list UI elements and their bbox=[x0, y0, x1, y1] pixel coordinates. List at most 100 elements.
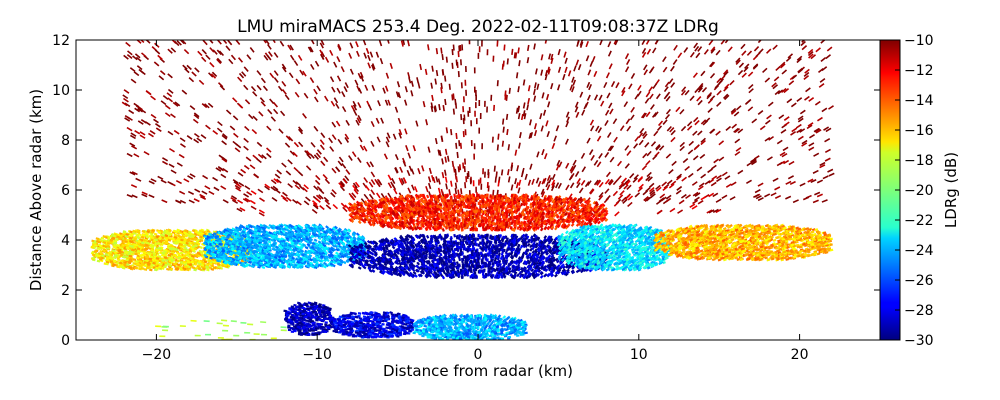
speckle bbox=[322, 243, 327, 248]
speckle bbox=[370, 140, 375, 147]
speckle bbox=[612, 190, 619, 197]
speckle bbox=[96, 259, 101, 263]
speckle bbox=[280, 242, 285, 246]
speckle bbox=[722, 69, 729, 75]
speckle bbox=[720, 75, 726, 81]
speckle bbox=[697, 87, 703, 93]
speckle bbox=[325, 225, 330, 229]
speckle bbox=[400, 177, 405, 185]
speckle bbox=[363, 193, 369, 200]
speckle bbox=[380, 192, 386, 199]
speckle bbox=[452, 93, 455, 100]
speckle bbox=[324, 95, 329, 102]
speckle bbox=[737, 128, 744, 134]
speckle bbox=[353, 188, 359, 195]
speckle bbox=[814, 100, 821, 106]
speckle bbox=[232, 179, 239, 184]
speckle bbox=[199, 195, 207, 200]
speckle bbox=[192, 118, 199, 124]
speckle bbox=[105, 260, 110, 264]
speckle bbox=[460, 188, 463, 195]
speckle bbox=[154, 49, 161, 55]
speckle bbox=[271, 224, 276, 228]
speckle bbox=[626, 125, 632, 132]
speckle bbox=[659, 193, 666, 199]
speckle bbox=[250, 264, 255, 268]
speckle bbox=[277, 226, 282, 231]
speckle bbox=[107, 252, 112, 256]
speckle bbox=[153, 232, 158, 236]
speckle bbox=[126, 126, 133, 132]
speckle bbox=[148, 180, 155, 185]
speckle bbox=[574, 171, 580, 178]
speckle bbox=[240, 253, 245, 257]
speckle bbox=[752, 64, 759, 70]
speckle bbox=[195, 253, 199, 257]
speckle bbox=[170, 169, 177, 174]
speckle bbox=[250, 205, 257, 210]
speckle bbox=[339, 185, 346, 192]
speckle bbox=[539, 113, 543, 120]
speckle bbox=[269, 72, 275, 79]
speckle bbox=[821, 199, 828, 203]
speckle bbox=[183, 246, 188, 250]
speckle bbox=[286, 228, 291, 233]
speckle bbox=[337, 43, 342, 50]
speckle bbox=[267, 247, 272, 251]
speckle bbox=[694, 119, 700, 126]
speckle bbox=[228, 58, 234, 65]
speckle bbox=[349, 68, 354, 75]
speckle bbox=[147, 262, 151, 266]
speckle bbox=[154, 123, 161, 128]
speckle bbox=[91, 256, 96, 260]
speckle bbox=[350, 195, 356, 201]
speckle bbox=[258, 259, 262, 263]
speckle bbox=[357, 157, 362, 164]
speckle bbox=[596, 180, 602, 186]
speckle bbox=[302, 70, 307, 77]
speckle bbox=[210, 267, 215, 271]
speckle bbox=[787, 53, 794, 59]
speckle bbox=[497, 180, 500, 187]
speckle bbox=[355, 41, 359, 48]
speckle bbox=[159, 229, 164, 233]
speckle bbox=[222, 199, 229, 204]
speckle bbox=[570, 172, 575, 179]
speckle bbox=[371, 84, 376, 92]
speckle bbox=[158, 262, 162, 266]
speckle bbox=[281, 229, 286, 234]
speckle bbox=[196, 242, 201, 246]
speckle bbox=[234, 147, 241, 153]
speckle bbox=[513, 52, 517, 59]
speckle bbox=[172, 253, 177, 257]
speckle bbox=[99, 259, 104, 263]
speckle bbox=[244, 99, 251, 105]
speckle bbox=[155, 256, 160, 260]
speckle bbox=[134, 107, 141, 113]
speckle bbox=[531, 178, 535, 185]
speckle bbox=[547, 101, 551, 108]
speckle bbox=[179, 251, 184, 255]
speckle bbox=[328, 240, 333, 244]
speckle bbox=[148, 257, 153, 261]
speckle bbox=[97, 254, 101, 258]
speckle bbox=[237, 103, 244, 109]
speckle bbox=[565, 162, 570, 169]
speckle bbox=[455, 176, 458, 183]
speckle bbox=[159, 70, 166, 76]
speckle bbox=[159, 246, 164, 250]
speckle bbox=[201, 49, 207, 55]
speckle bbox=[575, 111, 580, 118]
speckle bbox=[270, 225, 274, 230]
speckle bbox=[105, 255, 110, 259]
speckle bbox=[247, 238, 252, 243]
speckle bbox=[98, 247, 103, 250]
speckle bbox=[753, 46, 760, 52]
speckle bbox=[683, 47, 689, 53]
speckle bbox=[434, 137, 438, 145]
speckle bbox=[233, 132, 239, 138]
speckle bbox=[510, 184, 514, 191]
speckle bbox=[157, 230, 162, 234]
speckle bbox=[679, 108, 685, 115]
speckle bbox=[495, 171, 498, 178]
